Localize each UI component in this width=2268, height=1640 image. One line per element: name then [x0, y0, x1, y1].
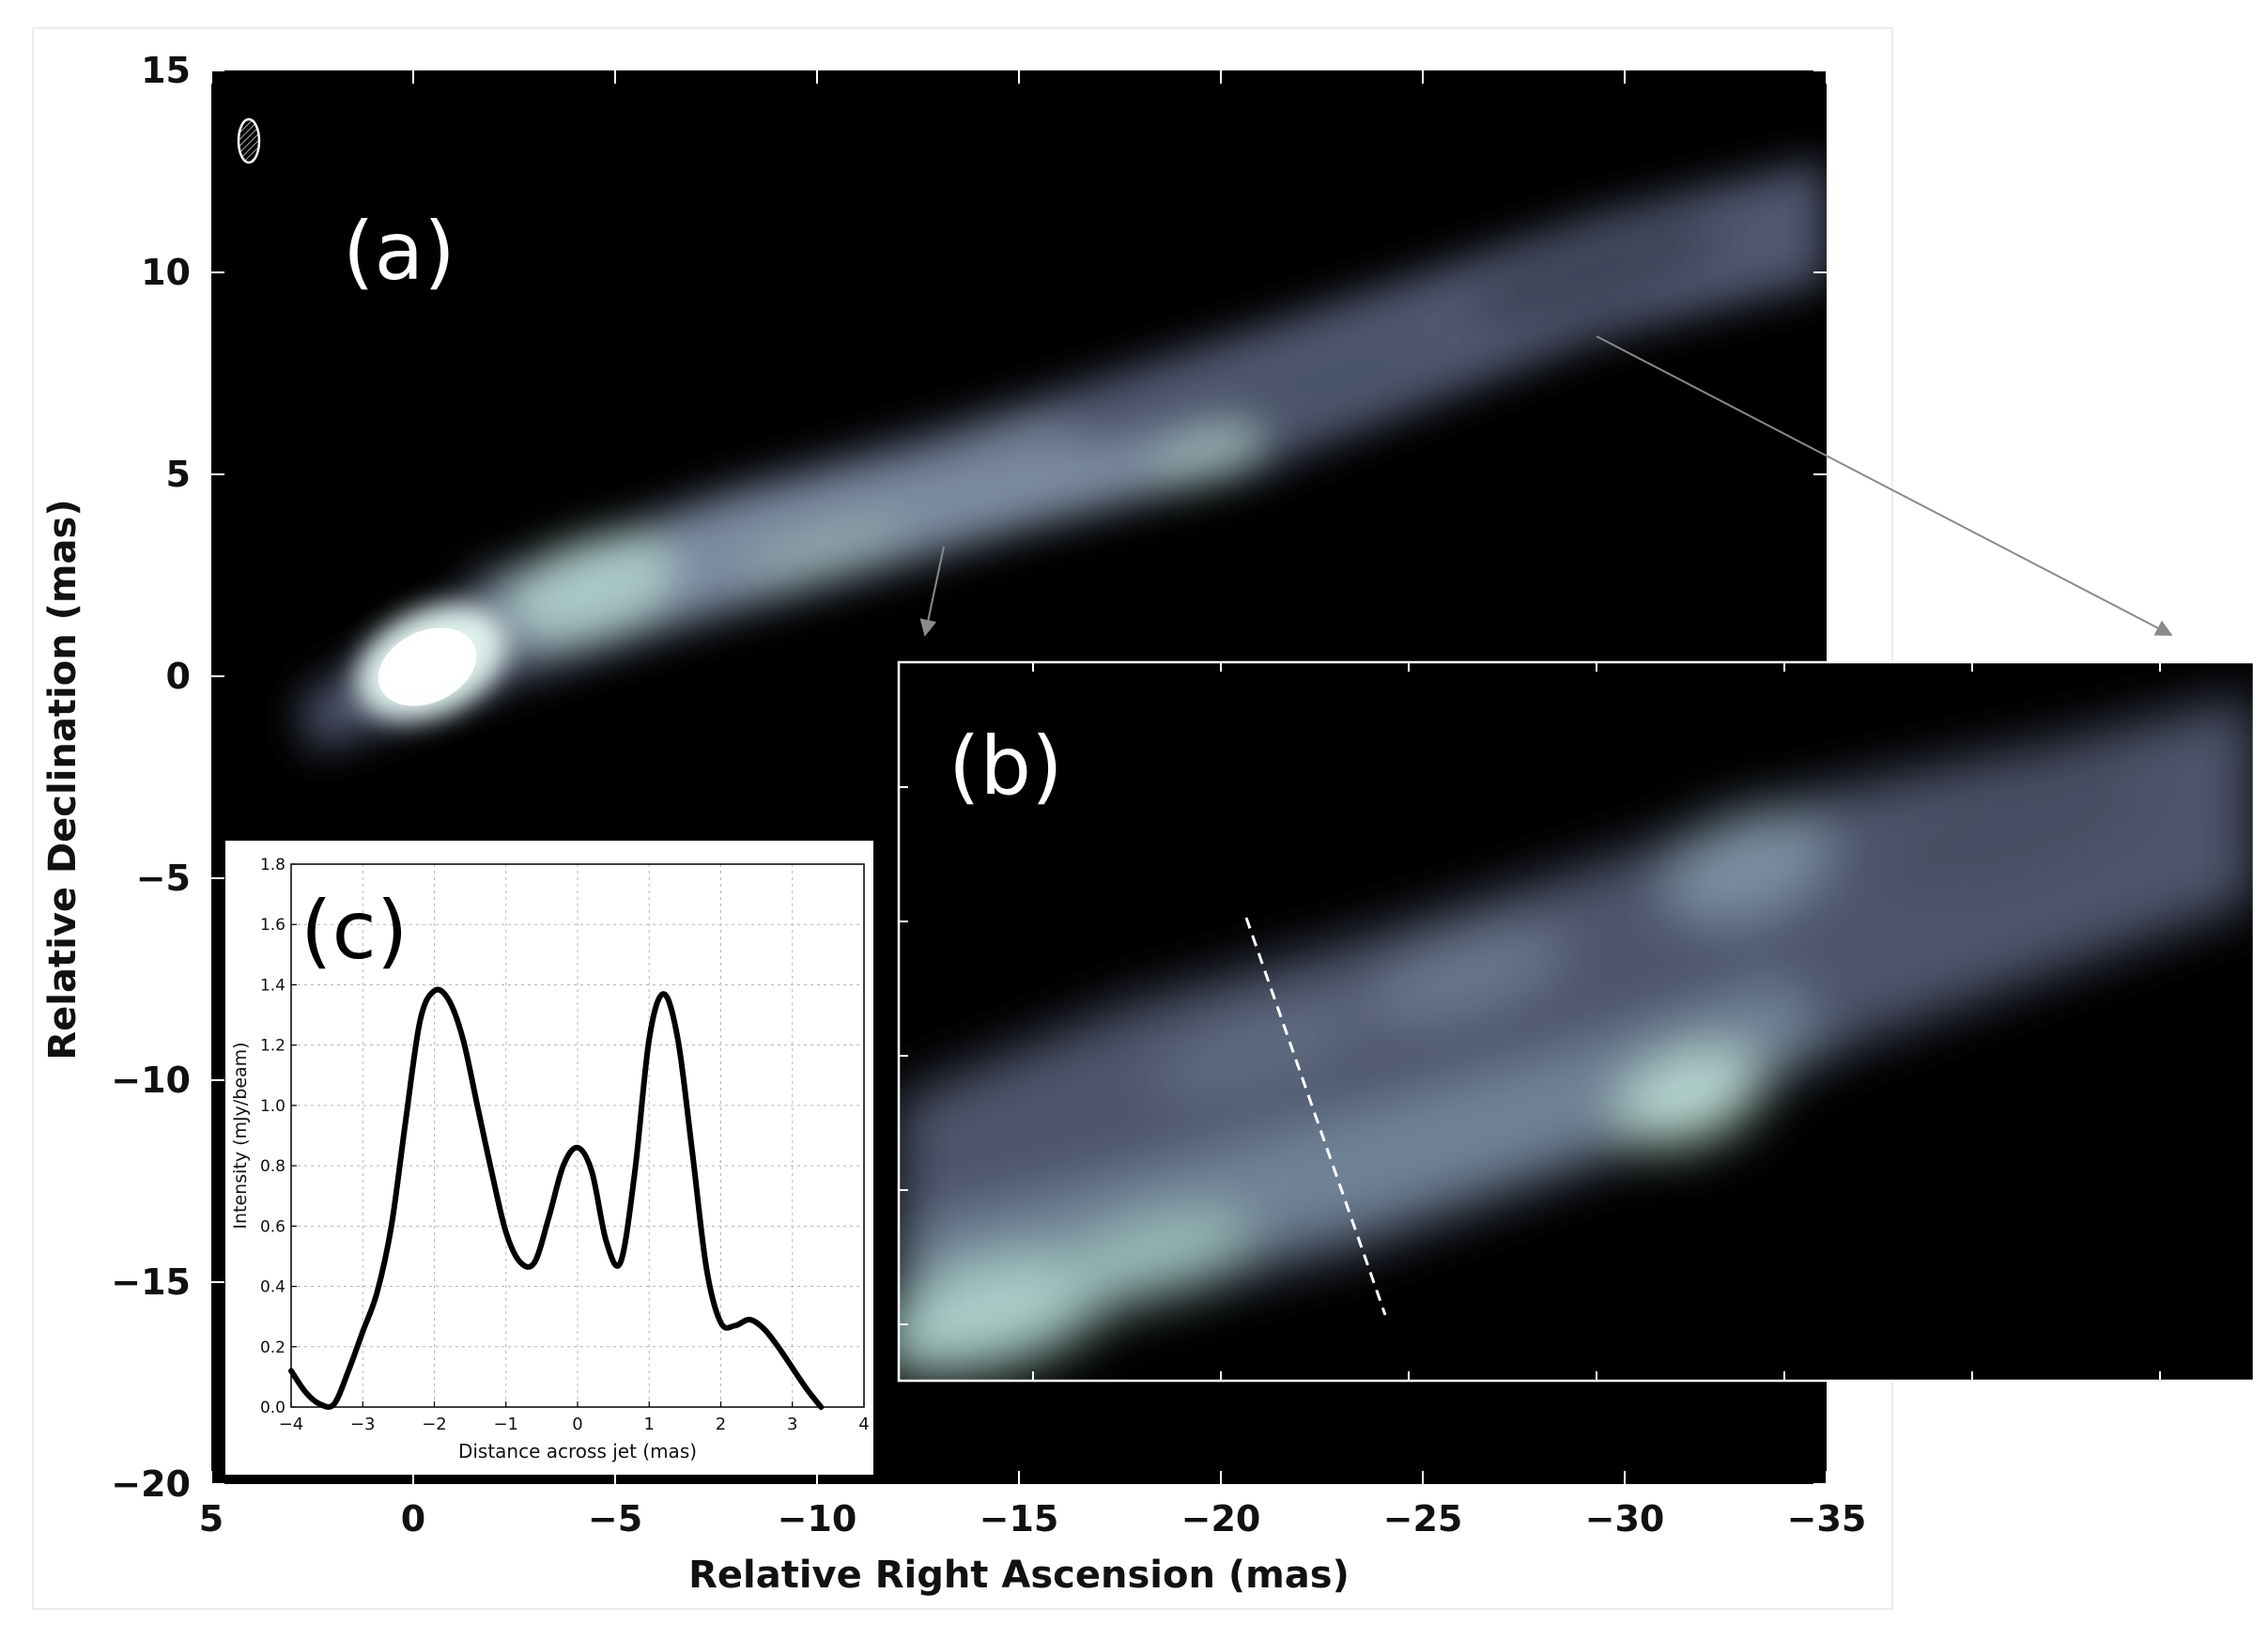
y-tick-label: −5 [136, 858, 191, 899]
x-axis-label: Relative Right Ascension (mas) [688, 1554, 1350, 1597]
zoom-arrow-right [1596, 335, 2173, 636]
panel-c-y-tick-label: 1.0 [260, 1097, 285, 1116]
beam-ellipse [237, 117, 261, 164]
panel-c-x-tick-label: −1 [493, 1415, 518, 1434]
x-tick-label: 0 [401, 1498, 425, 1539]
panel-c-x-tick-label: −4 [279, 1415, 304, 1434]
panel-c-label: (c) [301, 884, 408, 978]
panel-c-x-tick-label: 0 [572, 1415, 582, 1434]
y-axis-label: Relative Declination (mas) [41, 499, 85, 1060]
panel-c-y-tick-label: 0.0 [260, 1399, 285, 1417]
panel-c: −4 −3 −2 −1 0 1 2 3 4 0.0 0.2 0.4 0.6 0.8 1.0 1.2 1.4 1.6… [225, 841, 873, 1475]
zoom-arrow-left [919, 546, 945, 637]
panel-c-x-tick-label: −2 [422, 1415, 447, 1434]
x-tick-label: −35 [1787, 1498, 1867, 1539]
y-tick-label: 10 [141, 252, 191, 293]
y-tick-label: −20 [111, 1463, 191, 1505]
x-tick-label: −20 [1181, 1498, 1261, 1539]
y-tick-label: 0 [166, 656, 191, 697]
panel-c-background [225, 841, 873, 1475]
panel-c-x-tick-label: 1 [644, 1415, 655, 1434]
panel-c-x-tick-label: 4 [858, 1415, 869, 1434]
panel-b-label: (b) [949, 719, 1063, 813]
panel-c-x-tick-label: 2 [716, 1415, 726, 1434]
panel-a-ticks [210, 70, 1828, 1485]
panel-c-ticks: −4 −3 −2 −1 0 1 2 3 4 0.0 0.2 0.4 0.6 0.8 1.0 1.2 1.4 1.6… [260, 856, 870, 1434]
panel-b-ticks [899, 662, 2161, 1381]
panel-c-y-tick-label: 0.2 [260, 1338, 285, 1357]
intensity-profile-line [288, 986, 825, 1410]
x-tick-label: −10 [778, 1498, 857, 1539]
panel-c-y-tick-label: 0.8 [260, 1157, 285, 1176]
y-tick-label: 5 [166, 454, 191, 495]
panel-c-y-tick-label: 0.6 [260, 1217, 285, 1236]
panel-b-jet-emission [899, 695, 2254, 1381]
y-tick-label: −15 [111, 1261, 191, 1303]
slice-line [1244, 917, 1387, 1316]
x-tick-label: −30 [1585, 1498, 1665, 1539]
panel-c-x-axis-label: Distance across jet (mas) [458, 1440, 697, 1462]
panel-b-frame [897, 660, 2256, 1383]
panel-c-y-tick-label: 1.6 [260, 916, 285, 935]
panel-b: (b) [897, 660, 2256, 1383]
x-tick-label: 5 [199, 1498, 224, 1539]
panel-c-y-axis-label: Intensity (mJy/beam) [230, 1042, 251, 1229]
panel-c-y-tick-label: 1.2 [260, 1037, 285, 1056]
y-tick-label: 15 [141, 50, 191, 91]
panel-a-jet-emission [301, 160, 1827, 751]
panel-a-label: (a) [343, 205, 455, 299]
panel-c-x-tick-label: 3 [787, 1415, 797, 1434]
panel-c-y-tick-label: 1.8 [260, 856, 285, 874]
y-tick-label: −10 [111, 1060, 191, 1101]
panel-c-y-tick-label: 1.4 [260, 976, 285, 995]
x-tick-label: −5 [588, 1498, 642, 1539]
panel-c-y-tick-label: 0.4 [260, 1278, 285, 1297]
x-tick-label: −15 [980, 1498, 1059, 1539]
panel-c-x-tick-label: −3 [350, 1415, 376, 1434]
x-tick-label: −25 [1383, 1498, 1463, 1539]
